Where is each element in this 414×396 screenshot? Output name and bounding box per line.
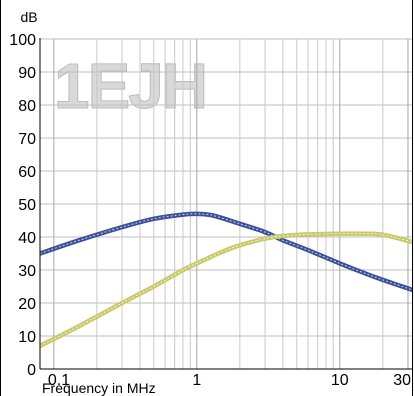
y-tick-label: 50 <box>18 197 36 214</box>
labels: 0 10 20 30 40 50 60 70 80 90 100 0.1 1 10 30 dB Frequenc… <box>9 9 411 396</box>
y-tick-label: 70 <box>18 131 36 148</box>
x-tick-label: 0.1 <box>48 372 70 389</box>
y-tick-label: 0 <box>27 362 36 379</box>
y-tick-label: 100 <box>9 32 36 49</box>
y-tick-label: 60 <box>18 164 36 181</box>
series-line-1-highlight <box>40 213 412 291</box>
y-axis-unit-label: dB <box>20 9 37 25</box>
x-axis-title: Frequency in MHz <box>42 380 156 396</box>
y-tick-label: 40 <box>18 230 36 247</box>
x-tick-label: 10 <box>331 372 349 389</box>
y-tick-label: 30 <box>18 263 36 280</box>
x-tick-label: 1 <box>192 372 201 389</box>
x-tick-label: 30 <box>393 372 411 389</box>
y-tick-label: 80 <box>18 98 36 115</box>
series-layer <box>40 211 412 349</box>
y-tick-label: 90 <box>18 65 36 82</box>
y-tick-label: 10 <box>18 329 36 346</box>
series-line-2-highlight <box>40 233 412 347</box>
grid <box>40 38 412 370</box>
y-tick-label: 20 <box>18 296 36 313</box>
